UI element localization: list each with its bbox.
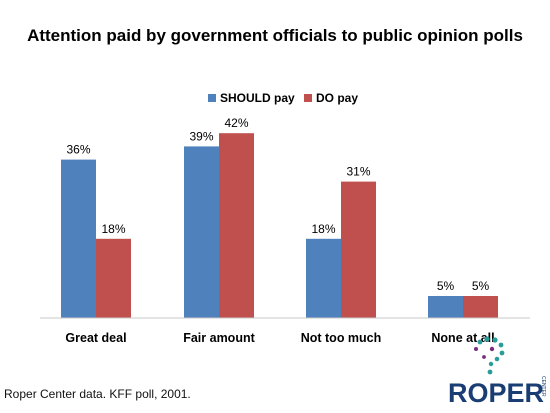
- bar-do-pay-great-deal: [96, 238, 131, 318]
- data-label: 5%: [472, 279, 490, 293]
- bars-group: 36% 18% 39% 42% 18% 31% 5% 5%: [61, 116, 498, 318]
- logo-mark-icon: [474, 336, 505, 375]
- legend-label: DO pay: [316, 91, 358, 105]
- logo-wordmark: ROPER: [448, 378, 545, 408]
- data-label: 42%: [224, 116, 248, 130]
- chart-title: Attention paid by government officials t…: [27, 26, 523, 45]
- category-label: Great deal: [65, 331, 126, 345]
- source-note: Roper Center data. KFF poll, 2001.: [4, 387, 191, 401]
- legend-swatch: [304, 94, 312, 102]
- data-label: 5%: [437, 279, 455, 293]
- bar-do-pay-none-at-all: [463, 296, 498, 318]
- legend-swatch: [208, 94, 216, 102]
- category-labels: Great deal Fair amount Not too much None at…: [65, 331, 494, 345]
- data-label: 39%: [189, 129, 213, 143]
- data-label: 31%: [346, 165, 370, 179]
- category-label: Not too much: [301, 331, 382, 345]
- bar-do-pay-not-too-much: [341, 181, 376, 318]
- bar-should-pay-not-too-much: [306, 238, 341, 318]
- bar-should-pay-none-at-all: [428, 296, 463, 318]
- data-label: 18%: [101, 222, 125, 236]
- category-label: Fair amount: [183, 331, 255, 345]
- logo-side-text: CENTER: [540, 376, 546, 397]
- bar-do-pay-fair-amount: [219, 133, 254, 318]
- legend-label: SHOULD pay: [220, 91, 295, 105]
- data-label: 36%: [66, 143, 90, 157]
- bar-should-pay-great-deal: [61, 159, 96, 318]
- legend: SHOULD pay DO pay: [208, 91, 358, 105]
- data-label: 18%: [311, 222, 335, 236]
- bar-should-pay-fair-amount: [184, 146, 219, 318]
- roper-center-logo: ROPER CENTER: [448, 336, 548, 408]
